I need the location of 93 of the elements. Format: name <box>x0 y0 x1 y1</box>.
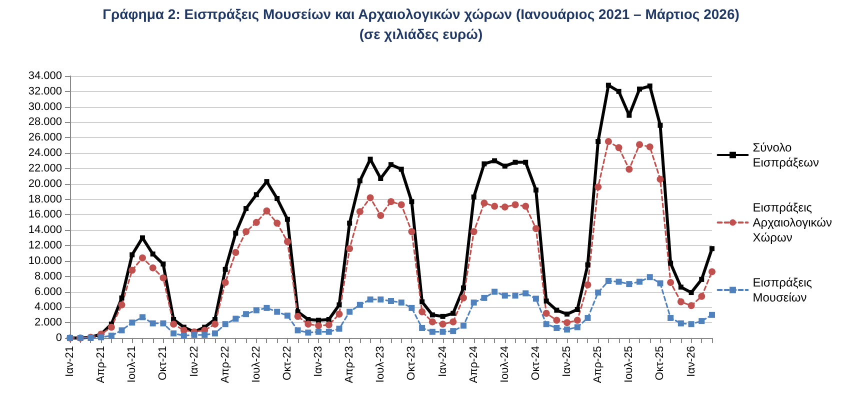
point <box>574 306 580 312</box>
point <box>347 220 352 226</box>
x-tick-label: Ιουλ-21 <box>126 346 138 383</box>
y-tick-label: 6.000 <box>34 286 62 298</box>
x-tick-label: Ιουλ-24 <box>498 346 511 383</box>
legend-label: Εισπράξεις Μουσείων <box>752 276 812 304</box>
point <box>119 295 124 300</box>
point <box>130 252 135 258</box>
x-tick-label: Απρ-24 <box>468 346 480 384</box>
point <box>688 290 694 296</box>
point <box>233 230 238 236</box>
point <box>160 262 166 267</box>
y-tick-label: 18.000 <box>28 193 62 206</box>
point <box>512 160 518 165</box>
point <box>368 156 373 162</box>
chart-title: Γράφημα 2: Εισπράξεις Μουσείων και Αρχαιολογικών χώρων (Ιανουάριος 2021 – Μάρτιος 2026) <box>102 6 740 22</box>
point <box>564 312 570 317</box>
point <box>616 88 622 94</box>
x-tick-label: Απρ-23 <box>344 346 356 384</box>
chart-subtitle: (σε χιλιάδες ευρώ) <box>359 26 483 42</box>
point <box>471 194 476 200</box>
point <box>710 246 714 252</box>
legend-label: Σύνολο Εισπράξεων <box>752 140 819 170</box>
point <box>316 318 322 323</box>
point <box>502 164 508 169</box>
point <box>626 112 632 118</box>
point <box>647 84 652 89</box>
x-tick-label: Ιαν-25 <box>561 346 574 377</box>
y-tick-label: 12.000 <box>28 240 62 252</box>
point <box>244 206 249 212</box>
point <box>150 252 156 257</box>
point <box>420 299 425 304</box>
y-tick-label: 30.000 <box>28 100 62 113</box>
x-tick-label: Ιαν-21 <box>64 346 76 377</box>
point <box>264 179 270 184</box>
point <box>326 317 332 322</box>
x-tick-label: Ιουλ-23 <box>374 346 387 383</box>
y-tick-label: 20.000 <box>28 178 62 190</box>
legend-label: Εισπράξεις Αρχαιολογικών Χώρων <box>752 200 832 244</box>
point <box>492 158 498 164</box>
point <box>637 86 642 92</box>
x-tick-label: Ιαν-26 <box>685 346 698 377</box>
point <box>482 161 487 166</box>
point <box>284 216 290 222</box>
x-tick-label: Οκτ-22 <box>281 346 294 380</box>
point <box>388 162 394 168</box>
point <box>222 266 228 272</box>
point <box>533 188 538 193</box>
point <box>409 199 414 204</box>
x-tick-label: Ιουλ-22 <box>250 346 262 383</box>
point <box>440 314 446 319</box>
y-tick-label: 10.000 <box>28 254 62 267</box>
x-tick-label: Ιουλ-25 <box>623 346 636 383</box>
y-tick-label: 16.000 <box>28 208 62 221</box>
point <box>699 276 704 282</box>
point <box>678 284 684 290</box>
point <box>544 298 549 304</box>
point <box>554 308 560 313</box>
point <box>606 82 611 88</box>
y-tick-label: 22.000 <box>28 162 62 174</box>
point <box>254 192 259 198</box>
x-tick-label: Απρ-25 <box>592 346 604 384</box>
y-tick-label: 32.000 <box>28 85 62 98</box>
x-tick-label: Οκτ-21 <box>157 346 170 380</box>
point <box>523 160 528 165</box>
point <box>398 166 404 172</box>
x-tick-label: Οκτ-23 <box>406 346 418 380</box>
point <box>658 122 663 128</box>
x-tick-label: Απρ-21 <box>95 346 108 384</box>
y-tick-label: 26.000 <box>28 132 62 144</box>
y-tick-label: 2.000 <box>34 316 62 329</box>
x-tick-label: Οκτ-24 <box>530 346 542 380</box>
point <box>596 139 601 144</box>
point <box>336 302 342 308</box>
y-tick-label: 8.000 <box>34 270 62 282</box>
y-tick-label: 0 <box>56 332 62 344</box>
y-tick-label: 28.000 <box>28 116 62 128</box>
point <box>357 178 362 184</box>
x-tick-label: Ιαν-23 <box>312 346 325 377</box>
x-tick-label: Οκτ-25 <box>654 346 666 380</box>
y-tick-label: 34.000 <box>28 70 62 82</box>
y-tick-label: 24.000 <box>28 147 62 160</box>
point <box>585 262 590 268</box>
x-tick-label: Ιαν-24 <box>436 346 449 377</box>
y-tick-label: 14.000 <box>28 224 62 236</box>
x-tick-label: Ιαν-22 <box>188 346 200 377</box>
y-tick-label: 4.000 <box>34 301 62 314</box>
point <box>668 260 674 266</box>
x-tick-label: Απρ-22 <box>219 346 232 384</box>
point <box>450 310 456 316</box>
point <box>274 196 280 202</box>
point <box>430 312 435 318</box>
point <box>460 285 466 290</box>
